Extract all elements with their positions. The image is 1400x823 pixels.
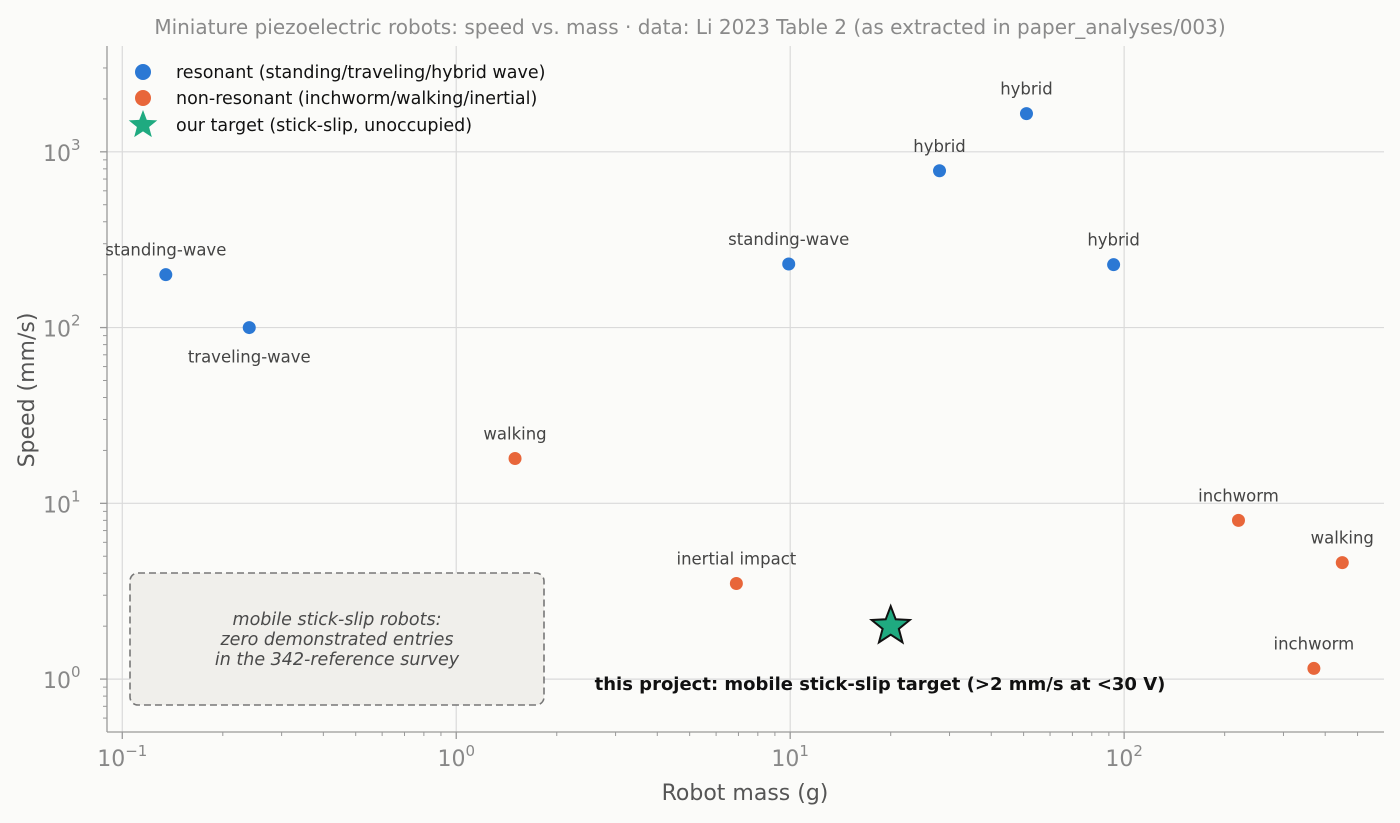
legend-circle-icon — [135, 90, 151, 106]
legend-star-icon — [128, 110, 158, 138]
data-point-label: hybrid — [1000, 80, 1053, 99]
data-point — [242, 321, 256, 335]
data-point — [729, 576, 743, 590]
data-point — [1231, 513, 1245, 527]
empty-region-line-2: zero demonstrated entries — [220, 630, 454, 650]
x-tick-label: 10−1 — [97, 742, 147, 772]
legend-label: non-resonant (inchworm/walking/inertial) — [176, 89, 537, 109]
data-point-label: hybrid — [1087, 231, 1140, 250]
y-tick-label: 10 — [43, 669, 71, 694]
data-point — [1107, 258, 1121, 272]
empty-region-box: mobile stick-slip robots: zero demonstra… — [129, 572, 545, 706]
x-tick-label: 100 — [437, 742, 475, 772]
data-point-label: standing-wave — [105, 241, 226, 260]
grid-lines — [107, 46, 1384, 732]
data-point — [508, 451, 522, 465]
data-point-label: walking — [1311, 529, 1374, 548]
y-tick-exponent: 1 — [71, 487, 81, 505]
data-point — [159, 268, 173, 282]
data-point — [1335, 556, 1349, 570]
data-point — [933, 164, 947, 178]
target-star-marker — [869, 603, 913, 645]
x-tick-label: 101 — [771, 742, 809, 772]
data-point-label: inertial impact — [676, 549, 796, 568]
legend: resonant (standing/traveling/hybrid wave… — [128, 63, 545, 138]
y-tick-label: 10 — [43, 318, 71, 343]
empty-region-line-3: in the 342-reference survey — [215, 650, 460, 670]
data-point-label: traveling-wave — [188, 348, 311, 367]
y-tick-exponent: 3 — [71, 136, 81, 154]
chart-title: Miniature piezoelectric robots: speed vs… — [154, 15, 1225, 39]
data-point — [1019, 107, 1033, 121]
data-point-label: hybrid — [913, 137, 966, 156]
data-point-label: inchworm — [1198, 486, 1279, 505]
data-point-label: walking — [483, 424, 546, 443]
x-tick-label: 102 — [1105, 742, 1143, 772]
data-point-label: inchworm — [1274, 634, 1355, 653]
data-point — [1307, 661, 1321, 675]
legend-label: resonant (standing/traveling/hybrid wave… — [176, 63, 545, 83]
x-axis-label: Robot mass (g) — [662, 781, 829, 806]
legend-circle-icon — [135, 64, 151, 80]
y-axis-label: Speed (mm/s) — [15, 313, 40, 468]
empty-region-line-1: mobile stick-slip robots: — [233, 610, 442, 630]
empty-region-rect — [129, 572, 545, 706]
data-point-label: standing-wave — [728, 230, 849, 249]
y-tick-label: 10 — [43, 142, 71, 167]
y-tick-label: 10 — [43, 493, 71, 518]
data-point — [782, 257, 796, 271]
legend-label: our target (stick-slip, unoccupied) — [176, 116, 472, 136]
data-points: standing-wave traveling-wave standing-wave… — [105, 80, 1374, 675]
y-tick-exponent: 2 — [71, 312, 81, 330]
y-tick-exponent: 0 — [71, 663, 81, 681]
target-annotation: this project: mobile stick-slip target (… — [595, 674, 1166, 695]
